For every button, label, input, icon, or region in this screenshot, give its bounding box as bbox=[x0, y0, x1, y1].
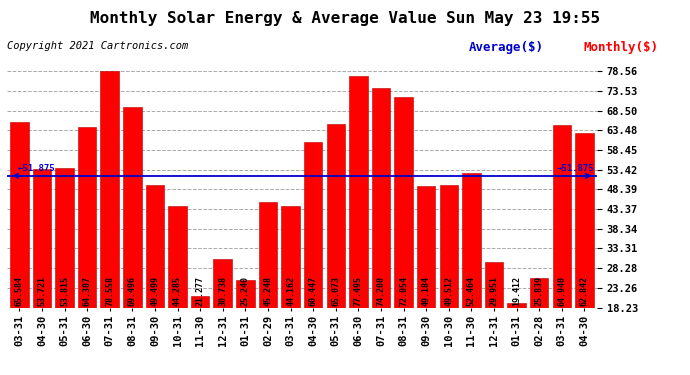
Bar bbox=[372, 88, 391, 308]
Bar bbox=[507, 303, 526, 307]
Text: 25.240: 25.240 bbox=[241, 276, 250, 306]
Text: 44.162: 44.162 bbox=[286, 276, 295, 306]
Text: Copyright 2021 Cartronics.com: Copyright 2021 Cartronics.com bbox=[7, 41, 188, 51]
Text: 78.558: 78.558 bbox=[106, 276, 115, 306]
Text: 72.054: 72.054 bbox=[399, 276, 408, 306]
Bar bbox=[440, 185, 458, 308]
Text: 65.073: 65.073 bbox=[331, 276, 340, 306]
Bar bbox=[326, 124, 345, 308]
Bar bbox=[78, 127, 97, 308]
Text: 53.815: 53.815 bbox=[60, 276, 69, 306]
Text: 64.307: 64.307 bbox=[83, 276, 92, 306]
Bar bbox=[55, 168, 74, 308]
Bar bbox=[101, 71, 119, 308]
Text: 64.940: 64.940 bbox=[558, 276, 566, 306]
Text: 77.495: 77.495 bbox=[354, 276, 363, 306]
Text: Monthly Solar Energy & Average Value Sun May 23 19:55: Monthly Solar Energy & Average Value Sun… bbox=[90, 11, 600, 26]
Text: 19.412: 19.412 bbox=[512, 276, 521, 306]
Bar bbox=[485, 262, 503, 308]
Text: 49.512: 49.512 bbox=[444, 276, 453, 306]
Bar bbox=[575, 133, 593, 308]
Bar bbox=[32, 169, 51, 308]
Bar bbox=[530, 278, 549, 308]
Bar bbox=[213, 258, 232, 308]
Text: 69.496: 69.496 bbox=[128, 276, 137, 306]
Text: 29.951: 29.951 bbox=[489, 276, 498, 306]
Text: 52.464: 52.464 bbox=[467, 276, 476, 306]
Text: 49.499: 49.499 bbox=[150, 276, 159, 306]
Text: 62.842: 62.842 bbox=[580, 276, 589, 306]
Bar bbox=[259, 202, 277, 308]
Text: 53.721: 53.721 bbox=[37, 276, 46, 306]
Text: 45.248: 45.248 bbox=[264, 276, 273, 306]
Text: 44.285: 44.285 bbox=[173, 276, 182, 306]
Text: Monthly($): Monthly($) bbox=[583, 41, 658, 54]
Bar bbox=[236, 280, 255, 308]
Text: 30.738: 30.738 bbox=[218, 276, 227, 306]
Text: ←51.875: ←51.875 bbox=[18, 164, 56, 172]
Bar bbox=[553, 124, 571, 308]
Bar bbox=[10, 122, 28, 308]
Text: →51.875: →51.875 bbox=[557, 164, 595, 172]
Text: Average($): Average($) bbox=[469, 41, 544, 54]
Text: 21.277: 21.277 bbox=[196, 276, 205, 306]
Bar bbox=[123, 107, 141, 307]
Bar bbox=[417, 186, 435, 308]
Bar bbox=[168, 206, 187, 308]
Text: 25.839: 25.839 bbox=[535, 276, 544, 306]
Text: 60.447: 60.447 bbox=[308, 276, 317, 306]
Bar bbox=[349, 75, 368, 308]
Bar bbox=[191, 296, 210, 307]
Text: 74.200: 74.200 bbox=[377, 276, 386, 306]
Bar bbox=[146, 185, 164, 308]
Bar bbox=[462, 174, 481, 308]
Bar bbox=[394, 97, 413, 308]
Text: 49.184: 49.184 bbox=[422, 276, 431, 306]
Bar bbox=[282, 206, 300, 308]
Text: 65.584: 65.584 bbox=[14, 276, 24, 306]
Bar bbox=[304, 142, 322, 308]
